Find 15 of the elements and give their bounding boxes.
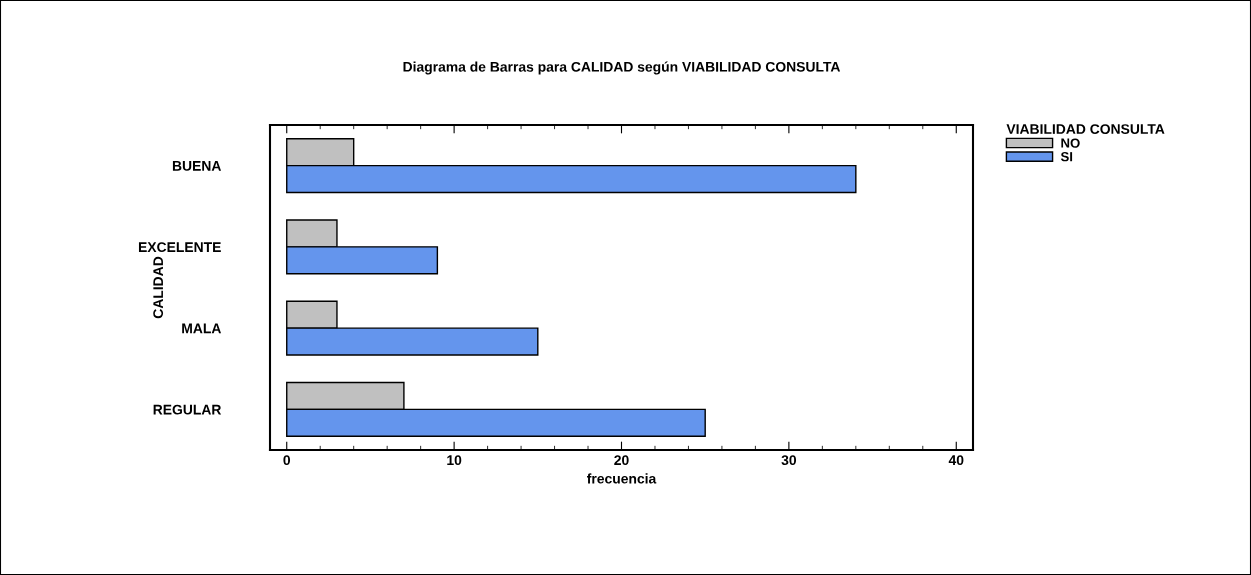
- legend-label: SI: [1060, 152, 1073, 162]
- x-tick-label: 20: [614, 455, 629, 466]
- y-tick-label: MALA: [182, 323, 222, 334]
- legend-title: VIABILIDAD CONSULTA: [1006, 124, 1165, 134]
- x-axis-title: frecuencia: [587, 473, 657, 484]
- y-tick-label: REGULAR: [153, 404, 222, 415]
- legend-label: NO: [1061, 138, 1080, 148]
- x-tick-label: 30: [781, 455, 797, 466]
- x-tick-label: 0: [283, 455, 291, 466]
- y-axis-title: CALIDAD: [153, 256, 164, 319]
- y-tick-label: EXCELENTE: [138, 242, 221, 253]
- x-tick-label: 10: [447, 455, 462, 466]
- chart-title: Diagrama de Barras para CALIDAD según VIABILIDAD CONSULTA: [403, 61, 841, 75]
- y-tick-label: BUENA: [172, 161, 222, 171]
- x-tick-label: 40: [948, 455, 964, 466]
